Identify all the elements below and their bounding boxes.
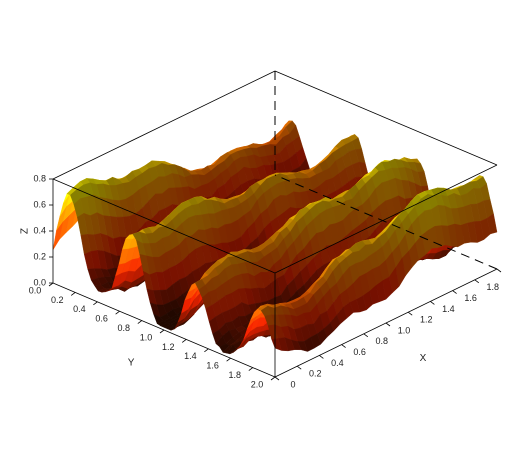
y-tick-label: 1.0 [140, 332, 153, 342]
y-tick-mark [204, 348, 209, 353]
box-edge-top-left [52, 178, 276, 274]
z-tick-label: 0.4 [33, 225, 46, 235]
box-edge-top-right [274, 70, 498, 166]
x-tick-label: 1.6 [464, 293, 477, 303]
z-tick-label: 0.6 [33, 199, 46, 209]
y-axis-title: Y [128, 357, 135, 368]
surface-patch [271, 338, 282, 351]
axes: 0.0 0.2 0.4 0.6 0.8 Z 0.0 0.2 0.4 0.6 0.8 1.0 1.2 1.4… [20, 173, 509, 389]
x-tick-mark [474, 279, 480, 284]
y-tick-mark [93, 301, 98, 306]
y-tick-label: 1.2 [162, 342, 175, 352]
y-tick-label: 0.2 [51, 295, 64, 305]
y-tick-mark [270, 376, 276, 381]
y-tick-mark [181, 339, 187, 343]
z-axis-title: Z [20, 228, 31, 234]
x-tick-label: 0.6 [353, 347, 366, 357]
x-tick-label: 1.4 [442, 304, 455, 314]
x-tick-label: 1.2 [420, 315, 433, 325]
y-tick-mark [159, 329, 165, 334]
x-axis-title: X [420, 353, 427, 364]
y-tick-label: 2.0 [251, 379, 264, 389]
z-tick-label: 0.2 [33, 251, 46, 261]
x-tick-mark [319, 355, 324, 359]
y-tick-mark [137, 320, 143, 324]
box-edge-top-back [52, 70, 276, 180]
z-tick-label: 0.0 [33, 277, 46, 287]
x-tick-label: 0.4 [331, 358, 344, 368]
y-tick-mark [70, 292, 76, 296]
y-tick-label: 1.4 [184, 351, 197, 361]
x-tick-mark [430, 301, 435, 305]
x-tick-mark [341, 344, 346, 348]
surface-layer [52, 120, 498, 355]
x-tick-mark [274, 376, 280, 381]
y-tick-label: 0.8 [118, 323, 131, 333]
y-tick-label: 0.6 [95, 314, 108, 324]
box-edge-top-front [274, 164, 498, 274]
box-edge-bottom-right [274, 174, 498, 270]
y-tick-mark [248, 367, 254, 371]
x-tick-mark [496, 268, 502, 273]
z-tick-label: 0.8 [33, 173, 46, 183]
bounding-box [52, 70, 498, 378]
y-tick-label: 0.4 [73, 304, 86, 314]
x-tick-mark [296, 365, 302, 370]
x-tick-label: 1.8 [487, 282, 500, 292]
x-tick-mark [452, 290, 457, 294]
y-tick-label: 1.8 [229, 370, 242, 380]
x-tick-label: 0.2 [309, 369, 322, 379]
x-tick-mark [385, 322, 391, 327]
x-tick-label: 1.0 [398, 325, 411, 335]
y-tick-mark [48, 282, 54, 287]
y-tick-label: 0.0 [29, 285, 42, 295]
y-tick-label: 1.6 [206, 361, 219, 371]
y-tick-mark [226, 357, 231, 362]
x-tick-mark [407, 311, 413, 316]
x-tick-mark [363, 333, 369, 338]
x-tick-label: 0 [290, 379, 295, 389]
y-tick-mark [115, 310, 120, 315]
x-tick-label: 0.8 [376, 336, 389, 346]
